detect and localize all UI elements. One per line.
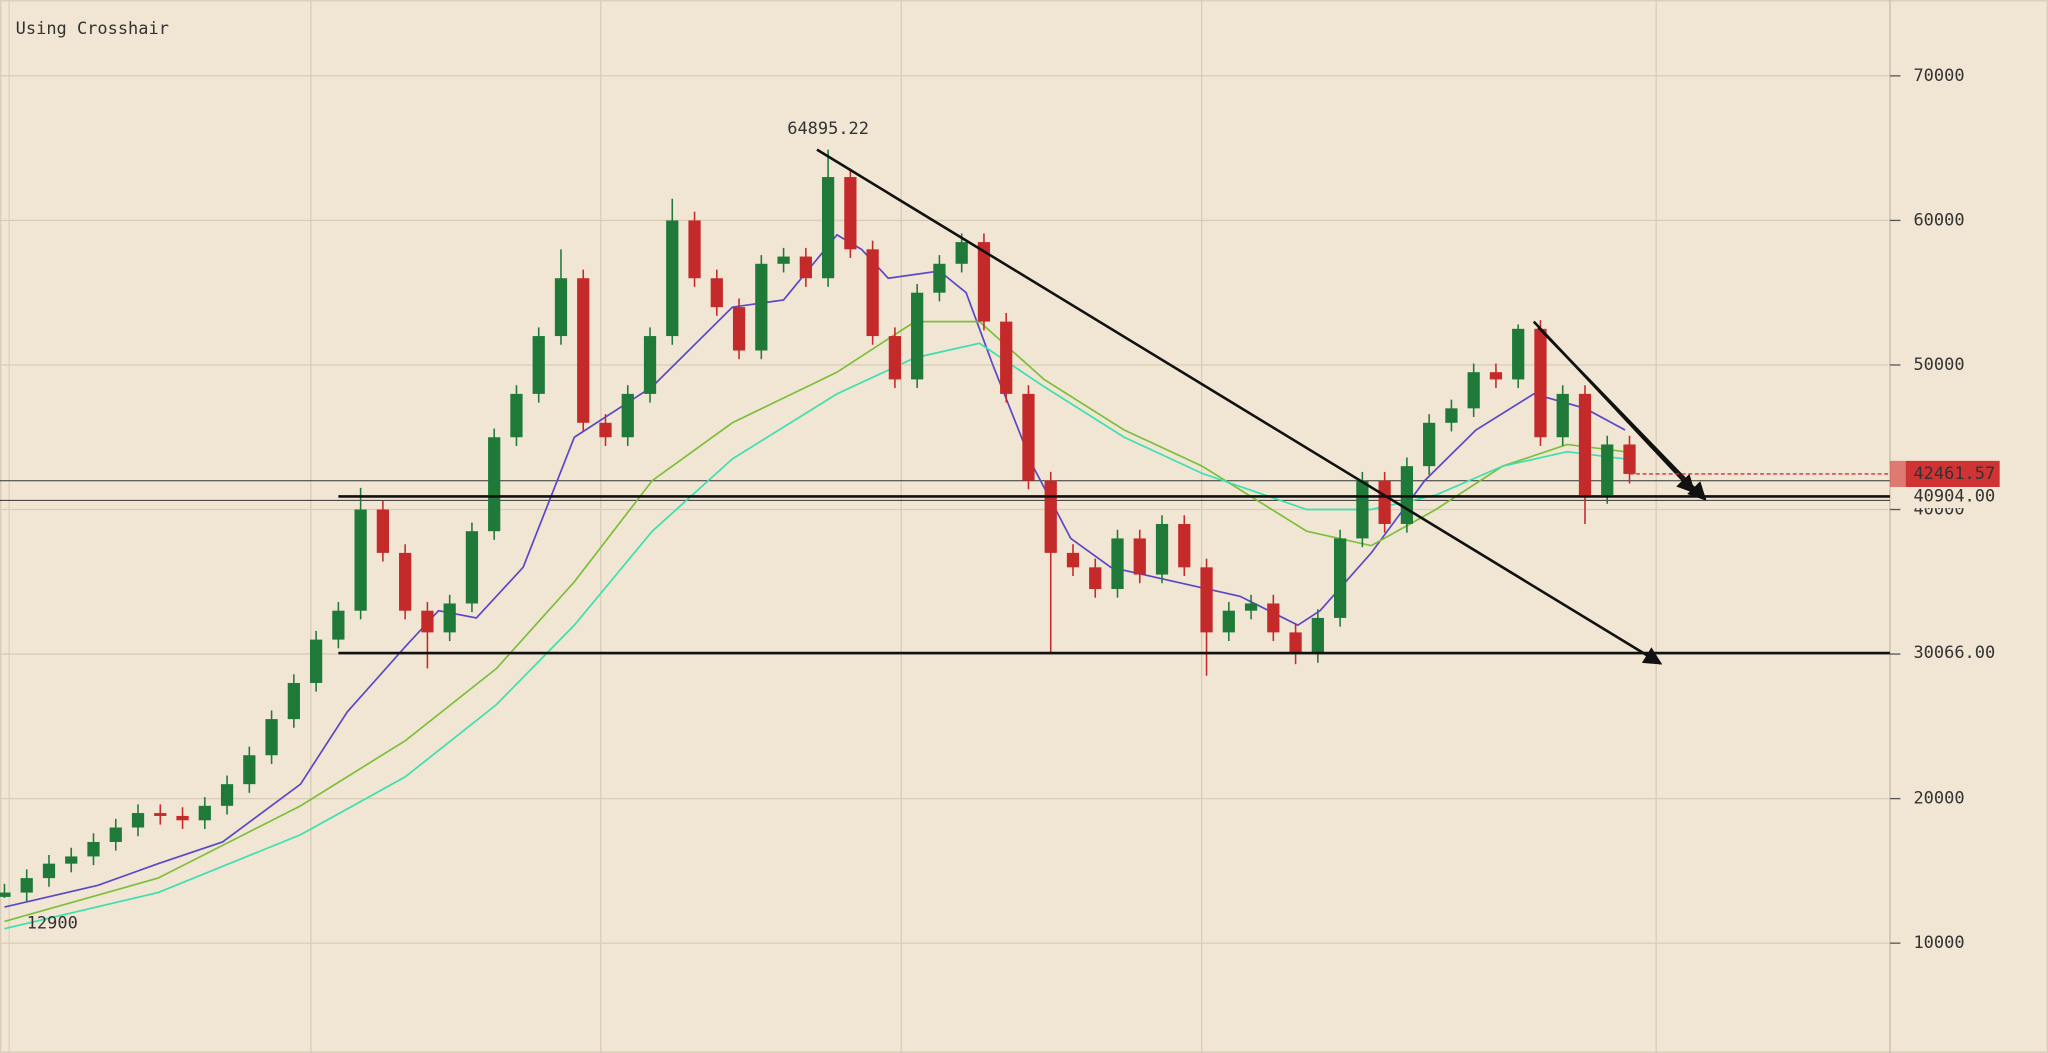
candle-body xyxy=(955,242,968,264)
candle-body xyxy=(1489,372,1503,380)
candle-body xyxy=(488,437,501,532)
candle-body xyxy=(109,827,122,842)
candle-body xyxy=(198,805,211,821)
candle-body xyxy=(243,755,256,785)
candle-body xyxy=(176,815,189,821)
low-label: 12900 xyxy=(27,913,78,933)
candle-body xyxy=(554,278,568,337)
candle-body xyxy=(777,256,790,264)
candle-body xyxy=(154,813,167,816)
candle-body xyxy=(510,393,523,438)
candle-body xyxy=(755,263,768,351)
candle-body xyxy=(42,863,56,879)
last-price-box xyxy=(1905,460,2000,487)
candle-body xyxy=(1556,393,1569,438)
candle-body xyxy=(0,892,11,897)
trend-line xyxy=(1532,320,1696,494)
candle-body xyxy=(1333,538,1347,618)
candle-body xyxy=(933,263,946,293)
candle-body xyxy=(131,813,145,828)
level-label-box xyxy=(1900,484,2003,509)
candle-body xyxy=(332,610,345,640)
candle-body xyxy=(1623,444,1636,474)
candle-body xyxy=(666,220,679,337)
candle-body xyxy=(911,292,924,380)
level-label: 40904.00 xyxy=(1913,486,1995,506)
candle-body xyxy=(1178,523,1191,568)
candle-body xyxy=(265,719,278,756)
last-price-marker xyxy=(1889,460,1906,487)
level-label: 30066.00 xyxy=(1913,643,1995,663)
candle-body xyxy=(421,610,434,633)
crosshair-mode: Using Crosshair xyxy=(16,19,169,39)
candle-body xyxy=(1267,603,1280,633)
candle-body xyxy=(1400,466,1414,524)
candle-body xyxy=(1044,480,1057,553)
candle-body xyxy=(1467,372,1480,409)
candle-body xyxy=(1200,567,1213,633)
candle-body xyxy=(1578,393,1592,496)
candle-body xyxy=(1289,632,1302,655)
candle-body xyxy=(20,878,33,893)
candle-body xyxy=(309,639,323,683)
candle-body xyxy=(599,422,612,438)
candle-body xyxy=(465,531,479,604)
candle-body xyxy=(844,177,857,250)
candle-body xyxy=(399,552,412,611)
candle-body xyxy=(1089,567,1102,590)
y-tick-label: 70000 xyxy=(1913,66,1964,86)
last-price-label: 42461.57 xyxy=(1913,464,1995,484)
candle-body xyxy=(1378,480,1391,524)
candle-body xyxy=(1244,603,1258,611)
candle-body xyxy=(1155,523,1169,575)
y-tick-label: 50000 xyxy=(1913,355,1964,375)
candle-body xyxy=(287,682,300,720)
candle-body xyxy=(577,278,590,423)
candle-body xyxy=(1311,617,1324,655)
candle-body xyxy=(220,784,234,806)
candle-body xyxy=(1133,538,1146,575)
candle-body xyxy=(532,336,545,394)
candle-body xyxy=(354,509,367,611)
level-label-box xyxy=(1900,641,2003,665)
trend-line xyxy=(816,148,1663,665)
candle-body xyxy=(888,336,902,380)
candle-body xyxy=(621,393,634,438)
candle-body xyxy=(710,278,723,308)
y-tick-label: 60000 xyxy=(1913,210,1964,230)
candle-body xyxy=(1022,393,1035,481)
candle-body xyxy=(1512,328,1525,380)
candle-body xyxy=(732,307,746,351)
y-tick-label: 10000 xyxy=(1913,933,1964,953)
candle-body xyxy=(65,856,78,864)
candle-body xyxy=(1111,538,1124,590)
candle-body xyxy=(1066,552,1080,568)
candle-body xyxy=(977,242,991,322)
candle-body xyxy=(1356,480,1369,539)
candle-body xyxy=(1000,321,1013,394)
candle-body xyxy=(821,177,835,279)
vertical-grid xyxy=(8,0,1657,1053)
candle-body xyxy=(1601,444,1614,496)
candle-body xyxy=(1534,328,1547,438)
candle-body xyxy=(643,336,657,394)
candle-body xyxy=(443,603,456,633)
y-tick-label: 20000 xyxy=(1913,789,1964,809)
moving-average xyxy=(4,233,1626,908)
high-label: 64895.22 xyxy=(787,119,869,139)
candle-body xyxy=(1423,422,1436,467)
candle-body xyxy=(688,220,701,279)
candle-body xyxy=(1222,610,1235,633)
candle-body xyxy=(866,249,879,337)
moving-average xyxy=(4,320,1626,923)
candle-body xyxy=(1445,408,1458,423)
candle-body xyxy=(87,841,100,857)
candle-body xyxy=(799,256,812,279)
candle-body xyxy=(376,509,390,553)
